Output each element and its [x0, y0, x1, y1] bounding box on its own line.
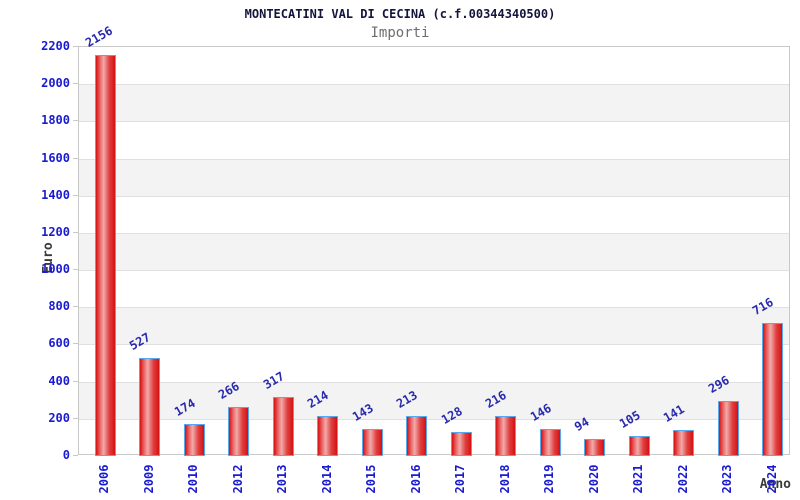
bar: [673, 429, 695, 456]
y-tick-mark: [73, 46, 78, 47]
bar: [139, 358, 161, 456]
bar: [361, 429, 383, 456]
y-tick-mark: [73, 380, 78, 382]
gridline: [79, 84, 789, 86]
x-tick-label: 2020: [586, 464, 601, 494]
y-tick-label: 2000: [41, 76, 70, 91]
x-tick-label: 2021: [631, 464, 646, 494]
gridline: [79, 158, 789, 160]
y-tick-label: 800: [48, 299, 70, 314]
x-tick-label: 2014: [319, 464, 334, 494]
bar: [717, 400, 739, 456]
grid-band: [79, 196, 789, 233]
gridline: [79, 381, 789, 383]
y-tick-label: 400: [48, 373, 70, 388]
bar: [228, 406, 250, 456]
grid-band: [79, 270, 789, 307]
grid-band: [79, 307, 789, 345]
bar: [183, 423, 205, 456]
x-tick-label: 2009: [141, 464, 156, 494]
y-tick-label: 0: [62, 448, 70, 462]
bar: [495, 415, 517, 456]
grid-band: [79, 158, 789, 196]
x-tick-label: 2015: [364, 464, 379, 494]
bar: [317, 416, 339, 456]
x-tick-label: 2023: [720, 464, 735, 494]
grid-band: [79, 232, 789, 271]
y-tick-label: 2200: [41, 39, 70, 53]
chart-subtitle: Importi: [370, 25, 430, 41]
bar: [584, 438, 606, 456]
x-tick-label: 2018: [497, 464, 512, 494]
y-tick-mark: [73, 194, 78, 196]
chart-title: MONTECATINI VAL DI CECINA (c.f.003443405…: [244, 7, 556, 21]
y-tick-mark: [73, 306, 78, 308]
gridline: [79, 121, 789, 123]
y-tick-label: 1800: [41, 113, 70, 128]
y-tick-mark: [73, 455, 78, 456]
grid-band: [79, 344, 789, 381]
y-tick-label: 600: [48, 336, 70, 351]
y-tick-mark: [73, 269, 78, 271]
gridline: [79, 270, 789, 272]
grid-band: [79, 121, 789, 158]
bar: [94, 55, 116, 456]
y-tick-label: 1600: [41, 150, 70, 165]
gridline: [79, 195, 789, 197]
x-tick-label: 2024: [764, 464, 779, 494]
x-tick-label: 2017: [453, 464, 468, 494]
x-tick-label: 2019: [542, 464, 557, 494]
bar: [272, 397, 294, 456]
grid-band: [79, 381, 789, 419]
x-tick-label: 2013: [275, 464, 290, 494]
bar: [762, 322, 784, 456]
gridline: [79, 344, 789, 346]
y-tick-label: 1400: [41, 187, 70, 202]
bar: [450, 432, 472, 456]
x-tick-label: 2022: [675, 464, 690, 494]
y-tick-mark: [73, 417, 78, 419]
x-axis-title: Anno: [759, 477, 791, 492]
y-tick-label: 1200: [41, 224, 70, 239]
y-tick-mark: [73, 120, 78, 122]
bar: [406, 416, 428, 456]
grid-band: [79, 47, 789, 84]
grid-band: [79, 84, 789, 122]
y-tick-mark: [73, 83, 78, 85]
x-tick-label: 2016: [408, 464, 423, 494]
y-tick-mark: [73, 157, 78, 159]
x-tick-label: 2010: [186, 464, 201, 494]
y-tick-label: 200: [48, 410, 70, 425]
x-tick-label: 2006: [97, 464, 112, 494]
gridline: [79, 307, 789, 309]
y-tick-mark: [73, 343, 78, 345]
bar: [539, 428, 561, 456]
plot-area: 2156 527 174 266 317 214 143 213 128 216 146 94 105 1…: [78, 24, 790, 456]
gridline: [79, 418, 789, 420]
y-tick-label: 1000: [41, 262, 70, 277]
gridline: [79, 232, 789, 234]
bar: [628, 436, 650, 456]
y-tick-mark: [73, 231, 78, 233]
x-tick-label: 2012: [230, 464, 245, 494]
